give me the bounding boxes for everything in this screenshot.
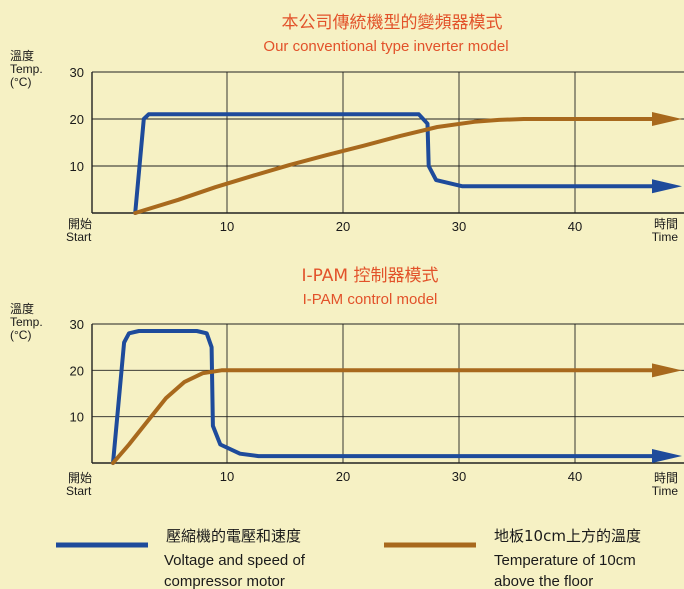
series-arrowhead-voltage (652, 179, 682, 194)
x-tick-label: 20 (336, 219, 350, 234)
x-tick-label: 40 (568, 219, 582, 234)
x-start-label: Start (66, 230, 92, 244)
ticks: 10 20 30 10 20 30 40 (70, 65, 583, 234)
chart-title: 本公司傳統機型的變頻器模式 (282, 13, 503, 33)
grid (91, 71, 684, 214)
series-line-voltage (111, 329, 674, 465)
x-tick-label: 10 (220, 219, 234, 234)
y-tick-label: 20 (70, 363, 84, 378)
y-axis-label-cn: 溫度 (10, 301, 34, 316)
x-axis-label: Time (652, 484, 679, 498)
y-tick-label: 10 (70, 159, 84, 174)
legend-label-voltage-en-1: Voltage and speed of (164, 552, 306, 569)
ticks: 10 20 30 10 20 30 40 (70, 317, 583, 484)
x-axis-label-cn: 時間 (654, 217, 678, 231)
y-axis-label: Temp. (10, 62, 43, 76)
y-tick-label: 20 (70, 112, 84, 127)
series (111, 329, 682, 465)
x-start-label: Start (66, 484, 92, 498)
series-line-temperature (111, 368, 674, 465)
y-axis-unit: (°C) (10, 75, 31, 89)
series-arrowhead-temperature (652, 363, 682, 378)
x-tick-label: 40 (568, 469, 582, 484)
series-line-voltage (133, 112, 674, 215)
chart-subtitle: I-PAM control model (303, 291, 438, 308)
y-tick-label: 30 (70, 65, 84, 80)
x-tick-label: 30 (452, 469, 466, 484)
x-axis-label: Time (652, 230, 679, 244)
legend: 壓縮機的電壓和速度 Voltage and speed of compresso… (56, 527, 641, 589)
legend-label-temperature-cn: 地板10cm上方的溫度 (494, 527, 641, 545)
legend-label-temperature-en-2: above the floor (494, 573, 593, 589)
chart-ipam: I-PAM 控制器模式 I-PAM control model 溫度 Temp.… (10, 266, 684, 498)
x-start-label-cn: 開始 (68, 471, 92, 485)
x-tick-label: 10 (220, 469, 234, 484)
legend-label-voltage-cn: 壓縮機的電壓和速度 (166, 527, 301, 545)
x-start-label-cn: 開始 (68, 217, 92, 231)
x-axis-label-cn: 時間 (654, 471, 678, 485)
y-tick-label: 10 (70, 410, 84, 425)
grid (91, 323, 684, 464)
series-arrowhead-temperature (652, 112, 682, 126)
series-line-temperature (133, 117, 674, 215)
x-tick-label: 30 (452, 219, 466, 234)
chart-conventional: 本公司傳統機型的變頻器模式 Our conventional type inve… (10, 13, 684, 244)
series-arrowhead-voltage (652, 449, 682, 464)
series (133, 112, 682, 215)
legend-label-voltage-en-2: compressor motor (164, 573, 285, 589)
y-tick-label: 30 (70, 317, 84, 332)
y-axis-label: Temp. (10, 315, 43, 329)
chart-subtitle: Our conventional type inverter model (263, 38, 508, 55)
y-axis-label-cn: 溫度 (10, 48, 34, 63)
x-tick-label: 20 (336, 469, 350, 484)
chart-title: I-PAM 控制器模式 (301, 266, 438, 286)
y-axis-unit: (°C) (10, 328, 31, 342)
legend-label-temperature-en-1: Temperature of 10cm (494, 552, 636, 569)
